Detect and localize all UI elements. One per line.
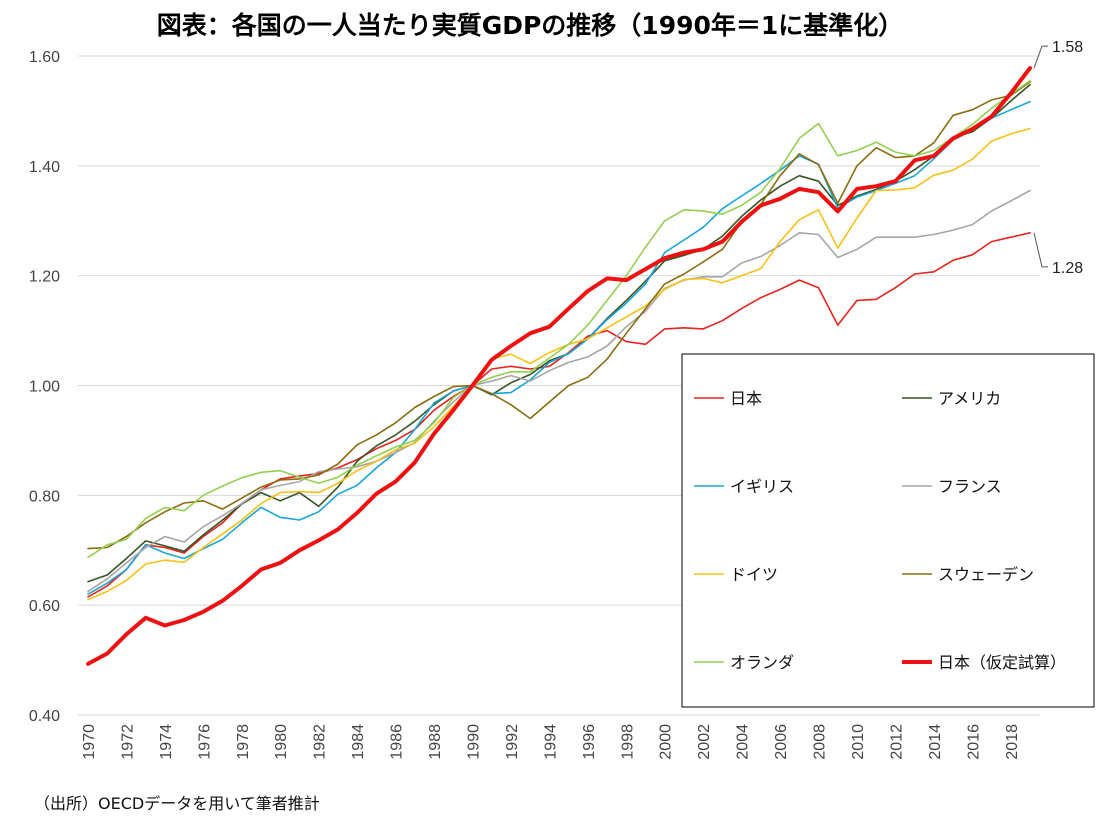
x-tick-label: 2006 [773, 724, 790, 760]
x-tick-label: 1990 [465, 724, 482, 760]
x-tick-label: 2016 [965, 724, 982, 760]
y-tick-label: 1.60 [29, 49, 60, 66]
x-tick-label: 2012 [888, 724, 905, 760]
x-tick-label: 1986 [389, 724, 406, 760]
series-line [87, 189, 1031, 593]
x-tick-label: 1982 [312, 724, 329, 760]
x-tick-label: 1988 [427, 724, 444, 760]
end-label-leader [1033, 45, 1048, 69]
x-tick-label: 1984 [350, 724, 367, 760]
x-tick-label: 1996 [581, 724, 598, 760]
x-tick-label: 2008 [812, 724, 829, 760]
chart-title: 図表：各国の一人当たり実質GDPの推移（1990年＝1に基準化） [156, 11, 904, 40]
end-label: 1.28 [1052, 260, 1083, 277]
x-tick-label: 1994 [542, 724, 559, 760]
x-tick-label: 1972 [119, 724, 136, 760]
x-tick-label: 1998 [619, 724, 636, 760]
series-line [87, 79, 1031, 559]
legend-label: ドイツ [730, 565, 778, 584]
x-axis-ticks: 1970 1972 1974 1976 1978 1980 1982 1984 1986 1988… [81, 724, 1021, 760]
y-tick-label: 0.80 [29, 488, 60, 505]
y-axis-ticks: 0.40 0.60 0.80 1.00 1.20 1.40 1.60 [29, 49, 60, 725]
x-tick-label: 2018 [1004, 724, 1021, 760]
y-tick-label: 1.20 [29, 269, 60, 286]
series-line [87, 127, 1031, 601]
x-tick-label: 1974 [158, 724, 175, 760]
x-tick-label: 2004 [735, 724, 752, 760]
x-tick-label: 2010 [850, 724, 867, 760]
end-label-leader [1033, 232, 1048, 268]
series-line [87, 100, 1031, 596]
x-tick-label: 1980 [273, 724, 290, 760]
legend-label: イギリス [730, 477, 794, 496]
source-note: （出所）OECDデータを用いて筆者推計 [34, 794, 320, 813]
end-labels: 1.58 1.28 [1033, 39, 1083, 277]
legend-label: オランダ [730, 653, 794, 672]
legend-label: フランス [938, 477, 1002, 496]
x-tick-label: 2014 [927, 724, 944, 760]
legend-label: 日本（仮定試算） [938, 653, 1066, 672]
legend-label: 日本 [730, 389, 762, 408]
series-line [87, 81, 1031, 550]
y-tick-label: 1.00 [29, 379, 60, 396]
series-line [86, 66, 1032, 666]
gridlines [78, 55, 1040, 716]
y-tick-label: 0.60 [29, 598, 60, 615]
x-tick-label: 1992 [504, 724, 521, 760]
x-tick-label: 2000 [658, 724, 675, 760]
y-tick-label: 0.40 [29, 708, 60, 725]
x-tick-label: 1976 [196, 724, 213, 760]
end-label: 1.58 [1052, 39, 1083, 56]
series-lines [86, 66, 1032, 666]
x-tick-label: 2002 [696, 724, 713, 760]
y-tick-label: 1.40 [29, 159, 60, 176]
legend-box [681, 353, 1095, 708]
x-tick-label: 1970 [81, 724, 98, 760]
legend-label: アメリカ [938, 389, 1001, 408]
x-tick-label: 1978 [235, 724, 252, 760]
legend-label: スウェーデン [938, 565, 1034, 584]
